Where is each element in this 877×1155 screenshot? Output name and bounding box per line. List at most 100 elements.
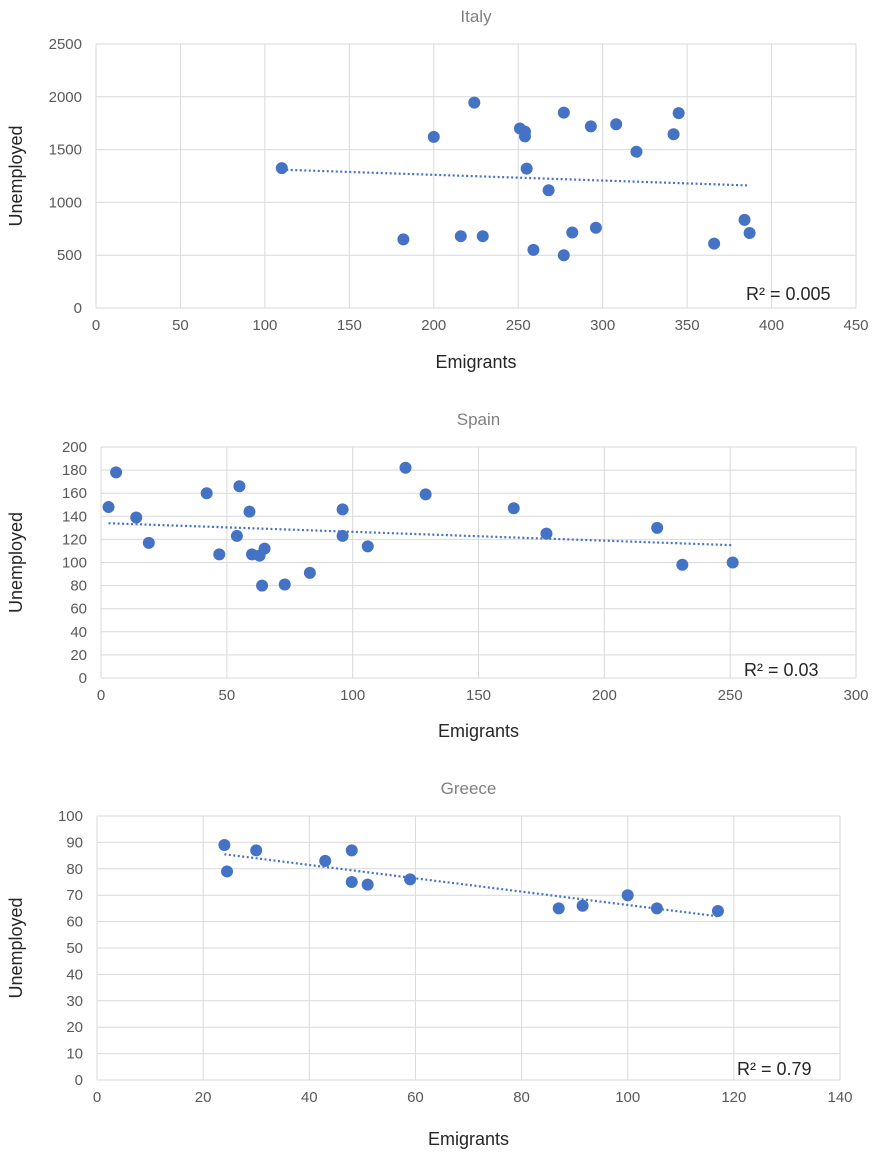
y-axis-label: Unemployed <box>6 512 26 613</box>
data-point <box>336 503 349 516</box>
spain-chart: Spain 0 50 100 150 200 250 300 0 20 40 60 80 100 120 14… <box>6 410 869 741</box>
x-tick-label: 100 <box>252 317 277 334</box>
x-tick-label: 20 <box>195 1089 212 1106</box>
y-tick-label: 60 <box>70 601 87 618</box>
data-point <box>557 106 570 119</box>
greece-chart: Greece 0 20 40 60 80 100 120 140 0 10 20 30 40 50 60 70 8… <box>6 779 853 1149</box>
x-tick-label: 140 <box>827 1089 852 1106</box>
data-point <box>726 556 739 569</box>
data-point <box>243 505 256 518</box>
y-tick-label: 60 <box>66 914 83 931</box>
data-point <box>130 511 143 524</box>
y-axis-label: Unemployed <box>6 125 26 226</box>
x-tick-label: 350 <box>675 317 700 334</box>
data-point <box>672 107 685 120</box>
data-point <box>589 221 602 234</box>
y-tick-label: 0 <box>79 670 87 687</box>
r-squared-label: R² = 0.03 <box>744 660 819 680</box>
data-point <box>711 905 724 918</box>
chart-title: Greece <box>441 779 497 798</box>
data-point <box>650 902 663 915</box>
data-point <box>743 227 756 240</box>
data-point <box>361 878 374 891</box>
data-point <box>275 162 288 175</box>
data-point <box>454 230 467 243</box>
data-point <box>557 249 570 262</box>
x-tick-label: 40 <box>301 1089 318 1106</box>
trendline <box>224 853 719 918</box>
x-tick-label: 50 <box>172 317 189 334</box>
x-tick-label: 200 <box>421 317 446 334</box>
greece-plot: Greece 0 20 40 60 80 100 120 140 0 10 20 30 40 50 60 70 8… <box>6 779 853 1149</box>
x-tick-label: 0 <box>97 687 105 704</box>
data-point <box>361 540 374 553</box>
x-tick-label: 50 <box>218 687 235 704</box>
x-tick-label: 300 <box>843 687 868 704</box>
y-tick-label: 2000 <box>49 89 82 106</box>
y-tick-label: 50 <box>66 940 83 957</box>
data-point <box>527 243 540 256</box>
data-point <box>404 873 417 886</box>
x-axis-label: Emigrants <box>438 721 519 741</box>
y-tick-label: 10 <box>66 1046 83 1063</box>
chart-title: Spain <box>457 410 500 429</box>
italy-plot: Italy 0 50 100 150 200 250 300 350 400 450 0 500 1000… <box>6 7 869 372</box>
y-tick-label: 20 <box>70 647 87 664</box>
x-tick-label: 100 <box>615 1089 640 1106</box>
y-tick-label: 70 <box>66 887 83 904</box>
italy-chart: Italy 0 50 100 150 200 250 300 350 400 450 0 500 1000… <box>6 7 869 372</box>
data-point <box>256 579 269 592</box>
data-point <box>667 128 680 141</box>
y-tick-label: 90 <box>66 834 83 851</box>
y-tick-label: 1500 <box>49 142 82 159</box>
data-point <box>576 899 589 912</box>
chart-title: Italy <box>460 7 492 26</box>
y-tick-label: 180 <box>62 462 87 479</box>
x-tick-label: 120 <box>721 1089 746 1106</box>
x-tick-label: 150 <box>466 687 491 704</box>
r-squared-label: R² = 0.79 <box>737 1059 812 1079</box>
data-point <box>610 118 623 131</box>
data-point <box>520 162 533 175</box>
x-tick-label: 150 <box>337 317 362 334</box>
x-tick-label: 400 <box>759 317 784 334</box>
data-point <box>250 844 263 857</box>
y-tick-label: 500 <box>57 247 82 264</box>
data-point <box>221 865 234 878</box>
data-point <box>419 488 432 501</box>
data-point <box>552 902 565 915</box>
y-tick-label: 100 <box>58 808 83 825</box>
data-point <box>584 120 597 133</box>
x-tick-label: 0 <box>92 317 100 334</box>
data-point <box>708 237 721 250</box>
x-tick-label: 80 <box>513 1089 530 1106</box>
data-point <box>345 844 358 857</box>
y-tick-label: 20 <box>66 1019 83 1036</box>
x-tick-label: 450 <box>843 317 868 334</box>
data-point <box>397 233 410 246</box>
data-point <box>110 466 123 479</box>
y-tick-label: 0 <box>74 300 82 317</box>
x-tick-label: 200 <box>592 687 617 704</box>
y-tick-label: 1000 <box>49 194 82 211</box>
data-point <box>542 184 555 197</box>
trendline <box>281 168 750 187</box>
x-axis-label: Emigrants <box>435 352 516 372</box>
data-point <box>213 548 226 561</box>
data-point <box>258 542 271 555</box>
x-tick-label: 0 <box>93 1089 101 1106</box>
y-axis-label: Unemployed <box>6 897 26 998</box>
data-point <box>566 226 579 239</box>
y-tick-label: 0 <box>75 1072 83 1089</box>
data-point <box>540 527 553 540</box>
data-point <box>233 480 246 493</box>
trendline <box>108 522 733 547</box>
y-tick-label: 200 <box>62 439 87 456</box>
r-squared-label: R² = 0.005 <box>746 284 831 304</box>
data-point <box>345 876 358 888</box>
y-tick-label: 80 <box>66 861 83 878</box>
x-axis-label: Emigrants <box>428 1129 509 1149</box>
x-tick-label: 300 <box>590 317 615 334</box>
y-tick-label: 30 <box>66 993 83 1010</box>
